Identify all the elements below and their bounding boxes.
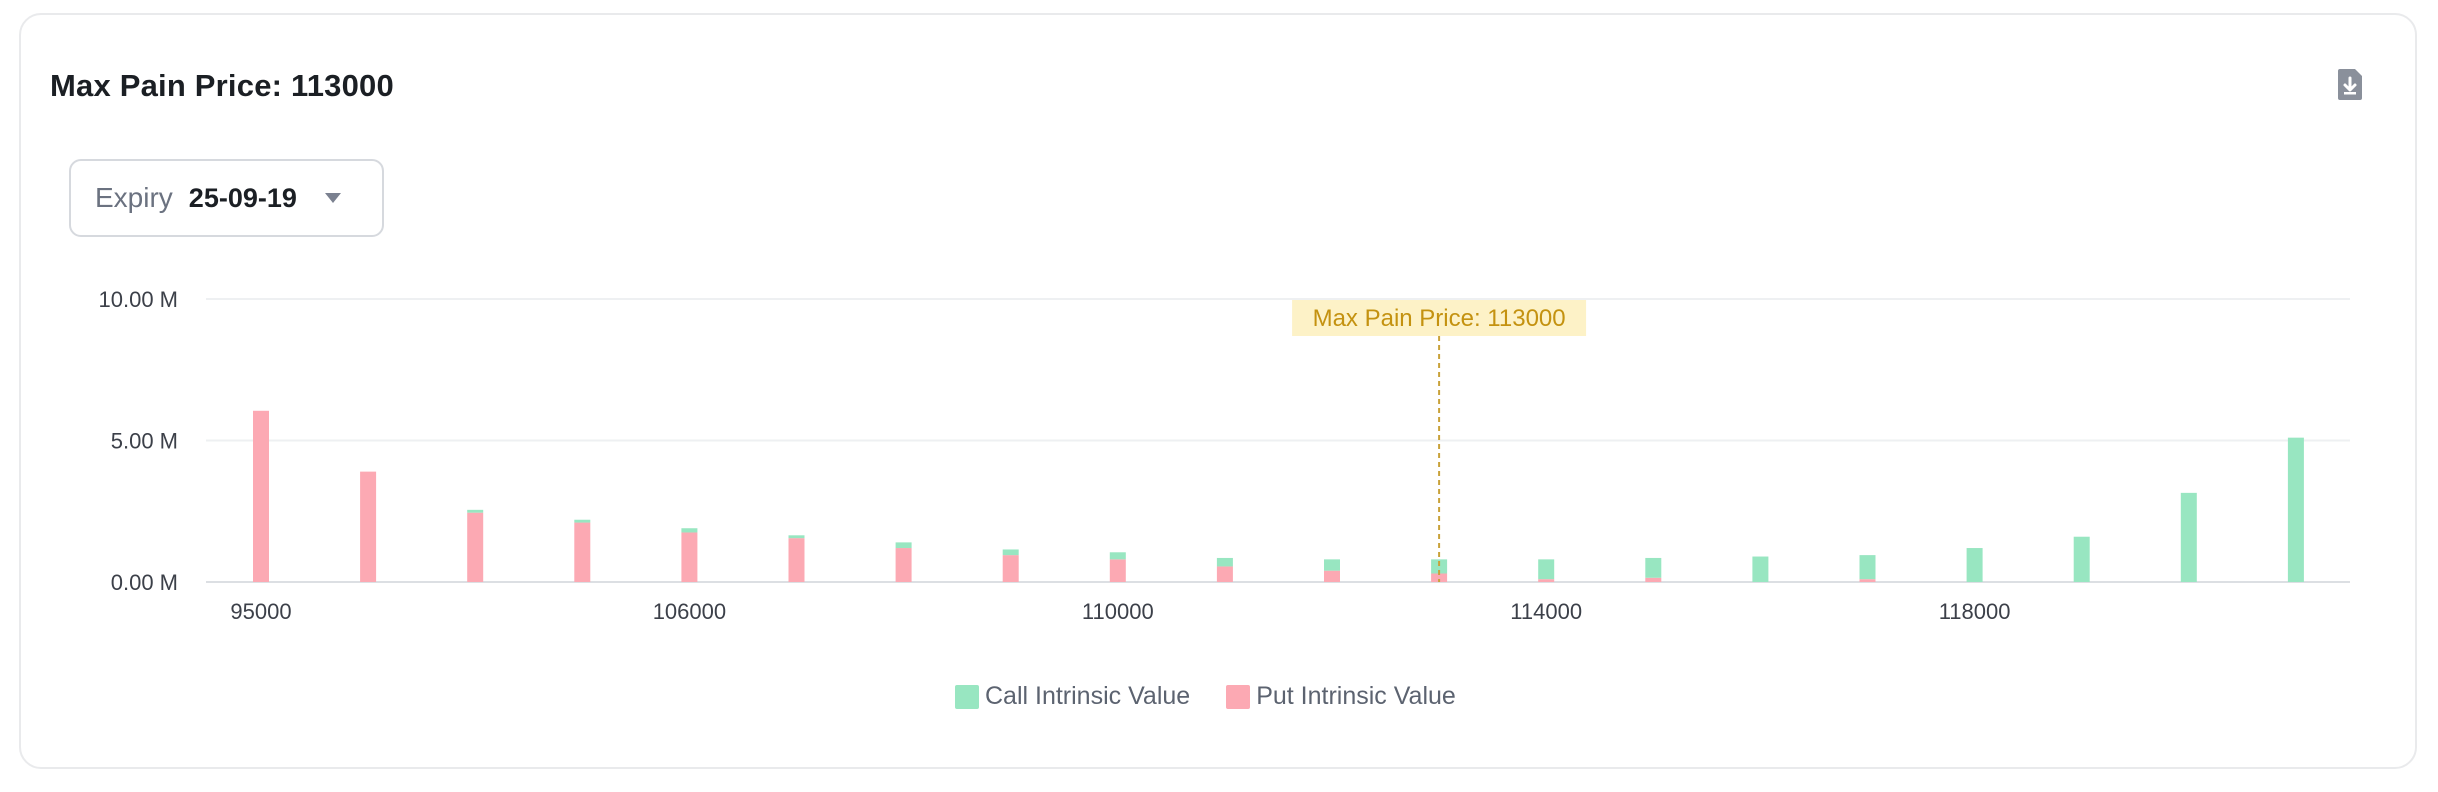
- chart-legend: Call Intrinsic Value Put Intrinsic Value: [955, 682, 1456, 711]
- x-tick-label: 95000: [230, 599, 291, 624]
- expiry-select[interactable]: Expiry 25-09-19: [69, 159, 384, 237]
- x-tick-label: 114000: [1510, 599, 1582, 624]
- put-bar-109000: [1002, 555, 1019, 582]
- y-tick-label: 10.00 M: [99, 287, 179, 312]
- call-bar-110000: [1109, 552, 1126, 560]
- call-bar-106000: [681, 528, 698, 533]
- legend-swatch-call: [955, 684, 979, 709]
- call-bar-114000: [1538, 559, 1555, 580]
- max-pain-marker-box: [1292, 300, 1587, 336]
- call-bar-107000: [788, 535, 805, 539]
- call-bar-121000: [2287, 437, 2304, 582]
- put-bar-115000: [1645, 577, 1662, 582]
- put-bar-106000: [681, 532, 698, 582]
- call-bar-115000: [1645, 557, 1662, 578]
- put-bar-117000: [1859, 579, 1876, 582]
- page-title: Max Pain Price: 113000: [50, 68, 394, 103]
- put-bar-107000: [788, 538, 805, 582]
- call-bar-112000: [1324, 559, 1340, 571]
- put-bar-110000: [1109, 559, 1126, 582]
- caret-down-icon: [324, 193, 341, 203]
- call-bar-120000: [2180, 492, 2197, 582]
- put-bar-103000: [360, 471, 377, 582]
- y-tick-label: 0.00 M: [111, 570, 178, 595]
- legend-swatch-put: [1226, 684, 1251, 709]
- call-bar-104000: [467, 509, 484, 513]
- put-bar-113000: [1431, 573, 1448, 582]
- put-bar-108000: [895, 548, 912, 582]
- put-bar-95000: [253, 410, 269, 582]
- legend-label-put: Put Intrinsic Value: [1256, 682, 1456, 710]
- y-tick-label: 5.00 M: [111, 429, 178, 454]
- expiry-label: Expiry: [95, 182, 173, 213]
- x-tick-label: 118000: [1939, 599, 2011, 624]
- put-bar-105000: [574, 522, 591, 582]
- legend-item-call[interactable]: Call Intrinsic Value: [955, 682, 1190, 711]
- x-tick-label: 106000: [653, 599, 726, 624]
- download-icon[interactable]: [2338, 69, 2362, 100]
- legend-label-call: Call Intrinsic Value: [985, 682, 1191, 710]
- call-bar-113000: [1431, 559, 1448, 574]
- put-bar-112000: [1324, 570, 1340, 582]
- call-bar-111000: [1216, 557, 1233, 567]
- call-bar-116000: [1752, 556, 1769, 582]
- expiry-value: 25-09-19: [188, 182, 297, 213]
- call-bar-117000: [1859, 555, 1876, 580]
- max-pain-card: [19, 13, 2417, 769]
- call-bar-108000: [895, 542, 912, 549]
- legend-item-put[interactable]: Put Intrinsic Value: [1226, 682, 1456, 711]
- call-bar-118000: [1966, 548, 1983, 582]
- call-bar-109000: [1002, 549, 1019, 556]
- call-bar-119000: [2073, 536, 2090, 582]
- call-bar-105000: [574, 519, 591, 523]
- put-bar-104000: [467, 512, 484, 582]
- put-bar-111000: [1216, 566, 1233, 582]
- x-tick-label: 110000: [1082, 599, 1154, 624]
- put-bar-114000: [1538, 579, 1555, 582]
- max-pain-marker-label: Max Pain Price: 113000: [1313, 305, 1566, 332]
